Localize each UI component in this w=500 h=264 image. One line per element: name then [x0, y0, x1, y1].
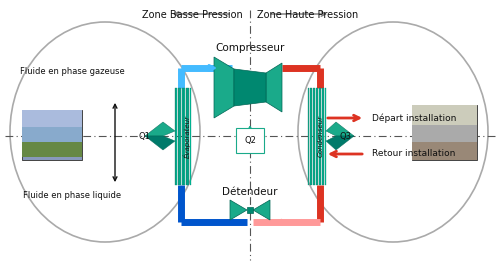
Text: Fluide en phase gazeuse: Fluide en phase gazeuse [20, 68, 124, 77]
Bar [179, 88, 180, 185]
Text: Zone Haute Pression: Zone Haute Pression [258, 10, 358, 20]
Bar [22, 110, 82, 127]
Bar [412, 140, 477, 160]
Bar [317, 88, 318, 185]
Bar [320, 88, 321, 185]
Polygon shape [145, 122, 175, 136]
Bar [183, 88, 184, 185]
Bar [188, 88, 190, 185]
Bar [311, 88, 312, 185]
Polygon shape [326, 136, 354, 150]
Bar [412, 105, 477, 125]
Text: Q3: Q3 [340, 131, 352, 140]
Text: Départ installation: Départ installation [372, 113, 456, 123]
Bar [323, 88, 324, 185]
Text: Condenseur: Condenseur [318, 115, 324, 157]
Bar [184, 88, 186, 185]
Bar [412, 105, 477, 160]
Polygon shape [266, 63, 282, 112]
Polygon shape [253, 200, 270, 220]
Text: Compresseur: Compresseur [216, 43, 284, 53]
Text: Fluide en phase liquide: Fluide en phase liquide [23, 191, 121, 200]
Bar [176, 88, 178, 185]
Bar [312, 88, 314, 185]
Bar [22, 125, 82, 142]
Bar [180, 88, 182, 185]
Text: Retour installation: Retour installation [372, 149, 456, 158]
Bar [324, 88, 326, 185]
Bar [314, 88, 315, 185]
Text: Évaporateur: Évaporateur [183, 115, 191, 158]
Text: Q1: Q1 [138, 131, 150, 140]
Bar [412, 122, 477, 142]
Polygon shape [326, 122, 354, 136]
Polygon shape [234, 69, 266, 106]
Polygon shape [230, 200, 247, 220]
Text: Q2: Q2 [244, 136, 256, 145]
Text: Zone Basse Pression: Zone Basse Pression [142, 10, 242, 20]
Bar [22, 140, 82, 157]
Polygon shape [214, 57, 234, 118]
Bar [22, 110, 82, 160]
Text: Détendeur: Détendeur [222, 187, 278, 197]
Bar [247, 207, 253, 213]
Bar [308, 88, 309, 185]
Bar [187, 88, 188, 185]
Bar [175, 88, 176, 185]
Polygon shape [145, 136, 175, 150]
Bar [318, 88, 320, 185]
